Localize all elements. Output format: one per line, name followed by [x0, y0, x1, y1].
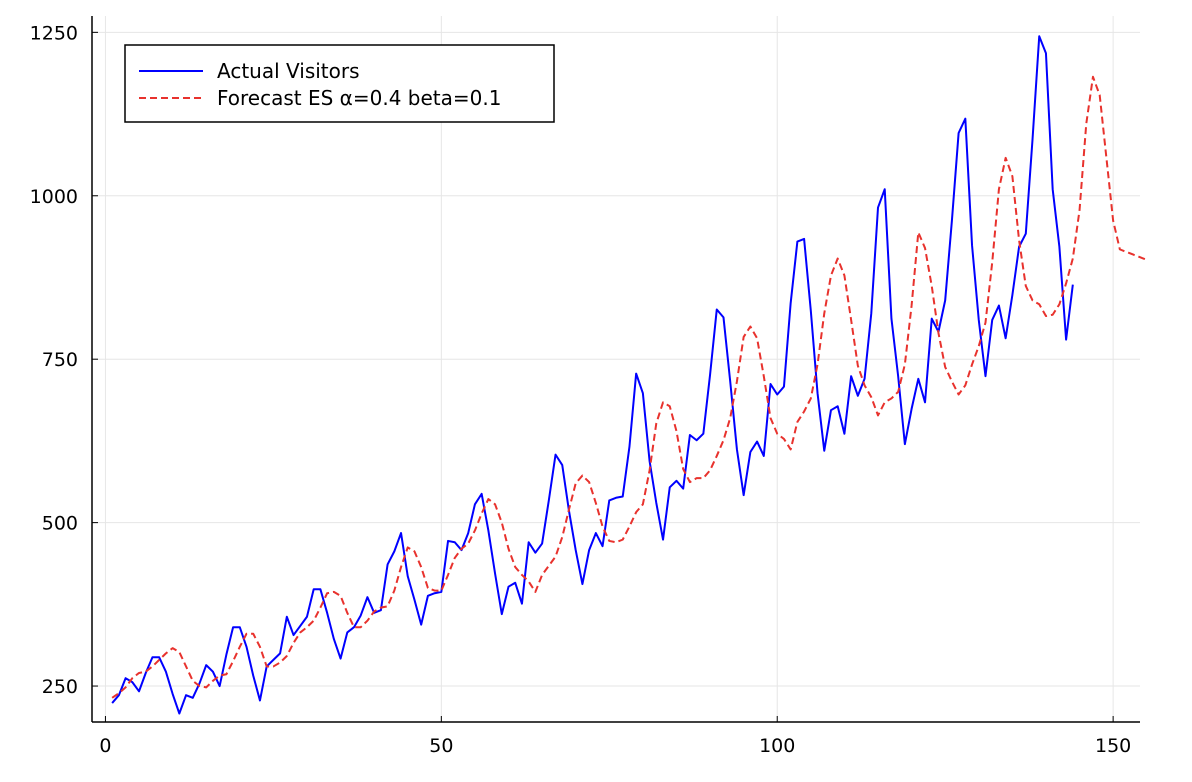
series-line-1 — [111, 35, 1074, 715]
y-tick-label: 750 — [42, 349, 78, 371]
y-tick-label: 500 — [42, 513, 78, 535]
legend-label-2: Forecast ES α=0.4 beta=0.1 — [217, 86, 501, 110]
legend-box — [124, 44, 555, 123]
legend: Actual Visitors Forecast ES α=0.4 beta=0.… — [124, 44, 555, 123]
grid-lines — [92, 16, 1140, 722]
series-lines — [111, 35, 1148, 715]
x-tick-label: 100 — [759, 735, 795, 757]
tick-labels: 0 50 100 150 250 500 750 1000 1250 — [30, 22, 1132, 757]
x-tick-label: 0 — [99, 735, 111, 757]
y-tick-label: 1250 — [30, 22, 78, 44]
series-line-2 — [111, 75, 1148, 699]
y-tick-label: 1000 — [30, 186, 78, 208]
y-tick-label: 250 — [42, 676, 78, 698]
axes — [91, 16, 1140, 723]
x-tick-label: 150 — [1095, 735, 1131, 757]
legend-label-1: Actual Visitors — [217, 59, 360, 83]
x-tick-label: 50 — [429, 735, 453, 757]
